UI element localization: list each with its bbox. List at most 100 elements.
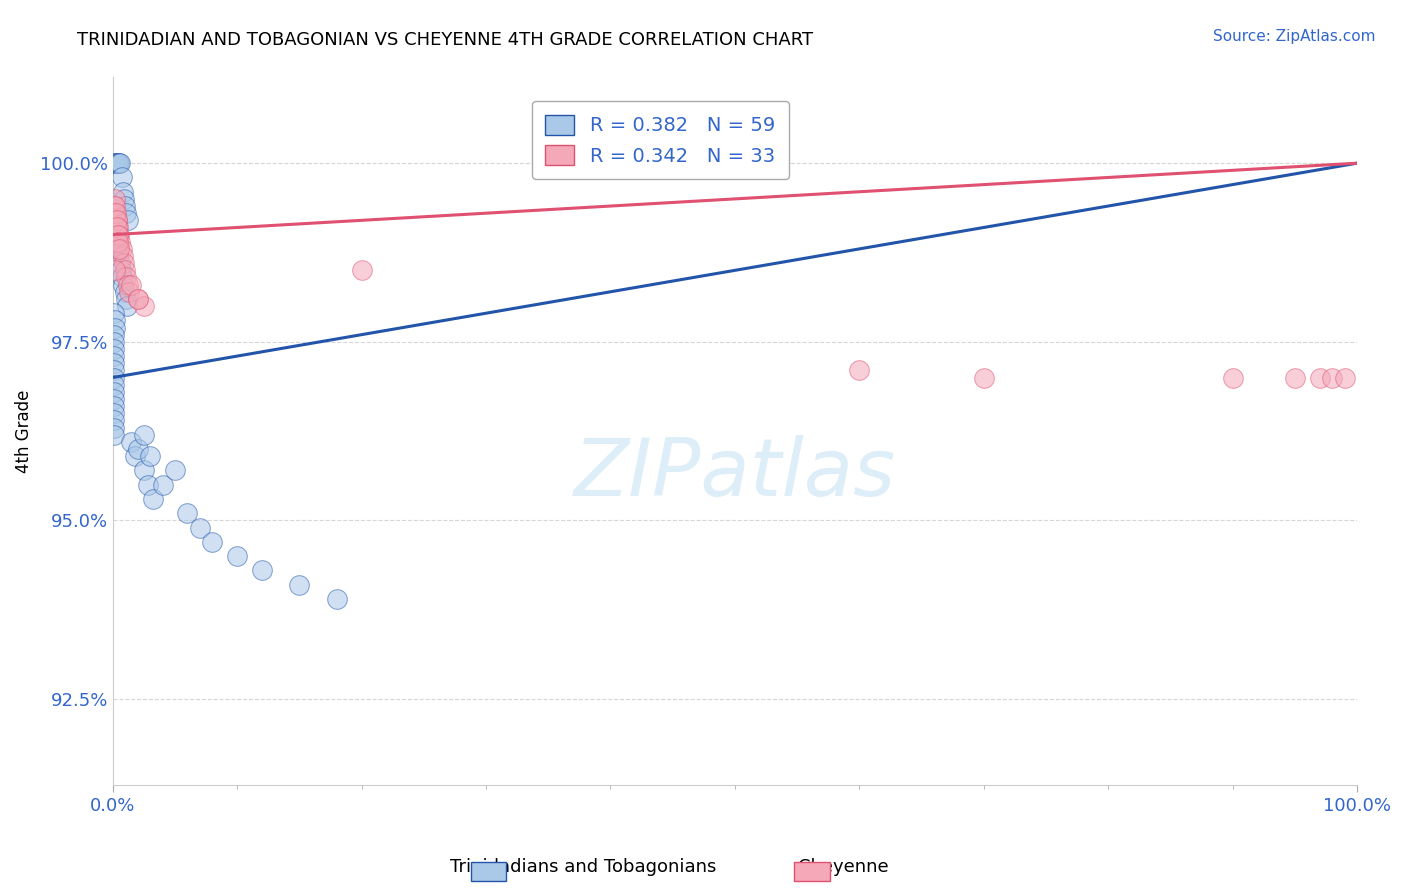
Point bbox=[115, 270, 138, 285]
Point bbox=[114, 285, 136, 299]
Point bbox=[104, 320, 127, 334]
Point bbox=[103, 392, 125, 406]
Point bbox=[105, 213, 128, 227]
Point bbox=[103, 156, 125, 170]
Point bbox=[103, 342, 125, 356]
Point bbox=[163, 463, 186, 477]
Point bbox=[152, 477, 174, 491]
Point bbox=[108, 242, 131, 256]
Point bbox=[104, 206, 127, 220]
Point bbox=[110, 242, 132, 256]
Point bbox=[115, 292, 138, 306]
Point bbox=[848, 363, 870, 377]
Point bbox=[1320, 370, 1343, 384]
Point bbox=[111, 185, 134, 199]
Point bbox=[121, 277, 143, 292]
Point bbox=[115, 206, 138, 220]
Point bbox=[107, 220, 129, 235]
Point bbox=[103, 334, 125, 349]
Point bbox=[103, 356, 125, 370]
Legend: R = 0.382   N = 59, R = 0.342   N = 33: R = 0.382 N = 59, R = 0.342 N = 33 bbox=[531, 102, 789, 179]
Point bbox=[188, 520, 211, 534]
Point bbox=[107, 227, 129, 242]
Point bbox=[103, 427, 125, 442]
Point bbox=[326, 592, 349, 607]
Point bbox=[105, 156, 128, 170]
Text: Cheyenne: Cheyenne bbox=[799, 858, 889, 876]
Point bbox=[103, 377, 125, 392]
Point bbox=[112, 256, 135, 270]
Point bbox=[103, 406, 125, 420]
Point bbox=[136, 477, 159, 491]
Point bbox=[124, 449, 146, 463]
Text: ZIPatlas: ZIPatlas bbox=[574, 434, 896, 513]
Point bbox=[226, 549, 249, 563]
Text: TRINIDADIAN AND TOBAGONIAN VS CHEYENNE 4TH GRADE CORRELATION CHART: TRINIDADIAN AND TOBAGONIAN VS CHEYENNE 4… bbox=[77, 31, 814, 49]
Point bbox=[350, 263, 373, 277]
Point bbox=[107, 235, 129, 249]
Point bbox=[103, 413, 125, 427]
Point bbox=[107, 249, 129, 263]
Point bbox=[1333, 370, 1355, 384]
Point bbox=[104, 192, 127, 206]
Point bbox=[127, 292, 149, 306]
Point bbox=[115, 299, 138, 313]
Point bbox=[1222, 370, 1244, 384]
Point bbox=[103, 306, 125, 320]
Text: Source: ZipAtlas.com: Source: ZipAtlas.com bbox=[1212, 29, 1375, 44]
Point bbox=[176, 506, 198, 520]
Point bbox=[127, 442, 149, 456]
Point bbox=[108, 256, 131, 270]
Point bbox=[114, 263, 136, 277]
Point bbox=[139, 449, 162, 463]
Y-axis label: 4th Grade: 4th Grade bbox=[15, 390, 32, 473]
Point bbox=[110, 235, 132, 249]
Point bbox=[132, 427, 155, 442]
Point bbox=[112, 192, 135, 206]
Point bbox=[117, 277, 139, 292]
Point bbox=[105, 213, 128, 227]
Point bbox=[105, 220, 128, 235]
Point bbox=[104, 199, 127, 213]
Point bbox=[973, 370, 995, 384]
Point bbox=[105, 242, 128, 256]
Point bbox=[103, 420, 125, 434]
Point bbox=[104, 235, 127, 249]
Point bbox=[103, 363, 125, 377]
Point bbox=[103, 349, 125, 363]
Point bbox=[103, 384, 125, 399]
Point bbox=[132, 299, 155, 313]
Point bbox=[103, 199, 125, 213]
Point bbox=[201, 534, 224, 549]
Point bbox=[107, 156, 129, 170]
Point bbox=[108, 156, 131, 170]
Point bbox=[112, 277, 135, 292]
Point bbox=[118, 285, 141, 299]
Point bbox=[121, 434, 143, 449]
Point bbox=[111, 249, 134, 263]
Point bbox=[104, 313, 127, 327]
Point bbox=[132, 463, 155, 477]
Point bbox=[724, 156, 747, 170]
Point bbox=[104, 227, 127, 242]
Point bbox=[250, 563, 273, 577]
Point bbox=[103, 327, 125, 342]
Text: Trinidadians and Tobagonians: Trinidadians and Tobagonians bbox=[450, 858, 717, 876]
Point bbox=[104, 263, 127, 277]
Point bbox=[1309, 370, 1331, 384]
Point bbox=[142, 491, 165, 506]
Point bbox=[110, 170, 132, 185]
Point bbox=[110, 263, 132, 277]
Point bbox=[1284, 370, 1306, 384]
Point bbox=[110, 156, 132, 170]
Point bbox=[111, 270, 134, 285]
Point bbox=[114, 199, 136, 213]
Point bbox=[103, 399, 125, 413]
Point bbox=[103, 370, 125, 384]
Point bbox=[108, 227, 131, 242]
Point bbox=[117, 213, 139, 227]
Point bbox=[127, 292, 149, 306]
Point bbox=[104, 156, 127, 170]
Point bbox=[288, 577, 311, 591]
Point bbox=[104, 206, 127, 220]
